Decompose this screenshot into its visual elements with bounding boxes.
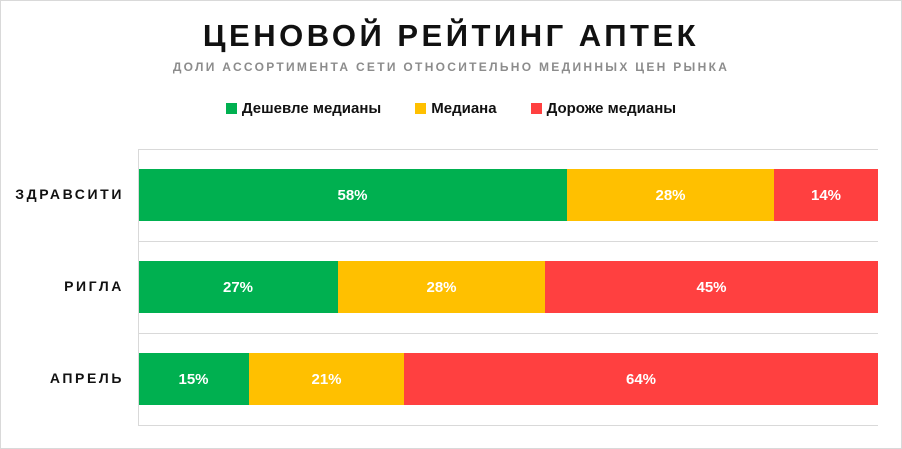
bar-segment: 14% xyxy=(774,169,878,221)
bar-segment: 27% xyxy=(138,261,338,313)
legend-item-pricier: Дороже медианы xyxy=(530,100,677,117)
bar-segment: 64% xyxy=(404,353,878,405)
chart-subtitle: ДОЛИ АССОРТИМЕНТА СЕТИ ОТНОСИТЕЛЬНО МЕДИ… xyxy=(172,60,730,74)
legend-swatch-pricier xyxy=(530,103,542,114)
row-separator xyxy=(138,425,878,426)
bar-segment: 28% xyxy=(338,261,545,313)
category-label: РИГЛА xyxy=(64,278,124,294)
legend: Дешевле медианы Медиана Дороже медианы xyxy=(0,100,902,117)
category-label: ЗДРАВСИТИ xyxy=(15,186,124,202)
legend-label-median: Медиана xyxy=(431,100,497,117)
category-label: АПРЕЛЬ xyxy=(49,370,124,386)
plot-area: 58% 28% 14% 27% 28% 45% 15% 21% 64% xyxy=(138,149,878,426)
row-separator xyxy=(138,333,878,334)
legend-item-cheaper: Дешевле медианы xyxy=(225,100,382,117)
bar-segment: 21% xyxy=(249,353,404,405)
legend-label-cheaper: Дешевле медианы xyxy=(241,100,382,117)
y-axis-line xyxy=(138,149,139,425)
bar-segment: 58% xyxy=(138,169,567,221)
legend-swatch-median xyxy=(415,103,427,114)
bar-segment: 28% xyxy=(567,169,774,221)
bar-segment: 45% xyxy=(545,261,878,313)
legend-swatch-cheaper xyxy=(225,103,237,114)
bar-segment: 15% xyxy=(138,353,249,405)
legend-label-pricier: Дороже медианы xyxy=(546,100,677,117)
legend-item-median: Медиана xyxy=(415,100,497,117)
chart-title: ЦЕНОВОЙ РЕЙТИНГ АПТЕК xyxy=(202,18,700,53)
row-separator xyxy=(138,241,878,242)
row-separator xyxy=(138,149,878,150)
